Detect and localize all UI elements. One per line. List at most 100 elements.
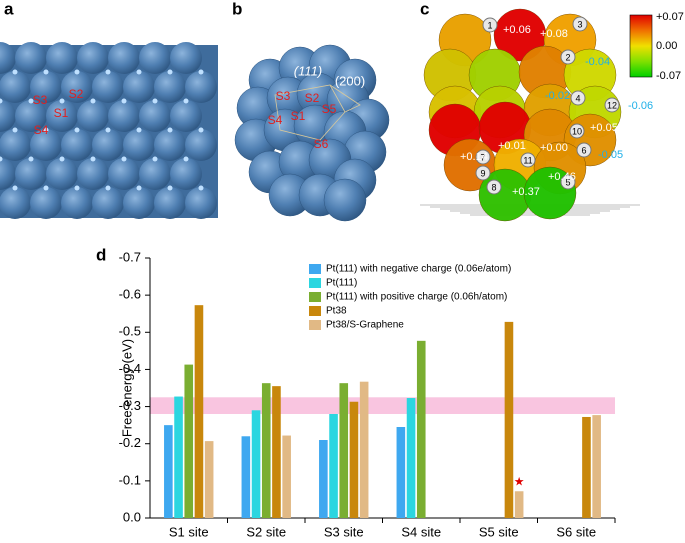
atom bbox=[154, 129, 186, 161]
panel-label: c bbox=[420, 0, 429, 18]
site-label: S1 bbox=[291, 109, 306, 123]
atom-charge: -0.05 bbox=[598, 149, 623, 161]
atom-id: 5 bbox=[565, 177, 570, 187]
atom-id: 10 bbox=[572, 126, 582, 136]
panel-label: a bbox=[4, 0, 14, 18]
atom-charge: -0.04 bbox=[585, 56, 610, 68]
atom bbox=[123, 71, 155, 103]
hollow-site bbox=[167, 127, 173, 133]
y-tick-label: -0.4 bbox=[119, 361, 141, 376]
y-tick-label: -0.5 bbox=[119, 324, 141, 339]
atom bbox=[185, 129, 217, 161]
atom-marker bbox=[482, 17, 498, 33]
bar bbox=[406, 398, 416, 518]
hollow-site bbox=[74, 185, 80, 191]
hollow-site bbox=[198, 185, 204, 191]
hollow-site bbox=[121, 156, 127, 162]
hollow-site bbox=[183, 98, 189, 104]
hollow-site bbox=[12, 69, 18, 75]
bar bbox=[416, 340, 426, 518]
bar bbox=[349, 401, 359, 518]
panel-c-cluster: 1 +0.062 -0.043+0.084-0.025+0.466 -0.057+0.… bbox=[420, 8, 684, 222]
hollow-site bbox=[121, 98, 127, 104]
site-label: S4 bbox=[268, 113, 283, 127]
panel-label: d bbox=[96, 245, 106, 264]
atom bbox=[0, 100, 16, 132]
atom-charge: +0.08 bbox=[540, 28, 568, 40]
atom-id: 12 bbox=[607, 100, 617, 110]
x-tick-label: S6 site bbox=[556, 524, 596, 538]
bar bbox=[184, 364, 194, 518]
atom bbox=[154, 71, 186, 103]
facet-label: (200) bbox=[335, 73, 365, 88]
atom bbox=[0, 187, 31, 219]
atom bbox=[154, 187, 186, 219]
atom bbox=[108, 42, 140, 74]
facet-label: (111) bbox=[294, 63, 322, 78]
atom bbox=[61, 129, 93, 161]
colorbar-label: +0.07 bbox=[656, 11, 684, 23]
hollow-site bbox=[198, 69, 204, 75]
bar bbox=[592, 415, 601, 518]
atom bbox=[0, 42, 16, 74]
atom bbox=[170, 100, 202, 132]
atom-id: 2 bbox=[565, 52, 570, 62]
panel-b-cluster: (111) (200) S3 S2 S4 S1 S5 S6 bbox=[234, 44, 390, 222]
atom-id: 7 bbox=[480, 152, 485, 162]
bar bbox=[282, 435, 291, 518]
hollow-site bbox=[12, 185, 18, 191]
hollow-site bbox=[136, 127, 142, 133]
hollow-site bbox=[59, 156, 65, 162]
x-tick-label: S5 site bbox=[479, 524, 519, 538]
atom-id: 8 bbox=[491, 182, 496, 192]
atom bbox=[46, 158, 78, 190]
atom-charge: +0.06 bbox=[503, 24, 531, 36]
y-tick-label: -0.7 bbox=[119, 249, 141, 264]
hollow-site bbox=[105, 185, 111, 191]
bar bbox=[174, 396, 183, 518]
atom-id: 4 bbox=[575, 93, 580, 103]
panel-label: b bbox=[232, 0, 242, 18]
atom-marker bbox=[570, 90, 586, 106]
hollow-site bbox=[28, 156, 34, 162]
atom-charge: +0.01 bbox=[498, 140, 526, 152]
site-label: S3 bbox=[33, 93, 48, 107]
legend-swatch bbox=[309, 264, 321, 274]
colorbar-label: 0.00 bbox=[656, 40, 677, 52]
atom bbox=[139, 42, 171, 74]
atom bbox=[139, 158, 171, 190]
hollow-site bbox=[74, 69, 80, 75]
hollow-site bbox=[28, 98, 34, 104]
atom-marker bbox=[604, 97, 620, 113]
atom-id: 1 bbox=[487, 20, 492, 30]
bar bbox=[241, 436, 251, 518]
atom-charge: -0.06 bbox=[628, 100, 653, 112]
chart-d: 0.0 -0.1 -0.2 -0.3 -0.4 -0.5 -0.6 -0.7 Free ener… bbox=[119, 249, 616, 539]
atom bbox=[77, 42, 109, 74]
atom-charge: +0.37 bbox=[512, 186, 540, 198]
hollow-site bbox=[43, 185, 49, 191]
atom-marker bbox=[520, 152, 536, 168]
atom bbox=[0, 129, 31, 161]
x-tick-label: S3 site bbox=[324, 524, 364, 538]
atom-id: 6 bbox=[581, 145, 586, 155]
hollow-site bbox=[152, 156, 158, 162]
facet-outline bbox=[274, 84, 361, 141]
atom bbox=[46, 100, 78, 132]
bar bbox=[272, 386, 281, 518]
atom bbox=[123, 187, 155, 219]
legend-label: Pt38/S-Graphene bbox=[326, 320, 404, 331]
bar bbox=[396, 427, 406, 518]
atom bbox=[61, 71, 93, 103]
bar bbox=[504, 321, 514, 518]
atom-id: 3 bbox=[577, 19, 582, 29]
atom bbox=[30, 187, 62, 219]
legend-label: Pt(111) bbox=[326, 278, 357, 289]
bar bbox=[514, 491, 524, 518]
bar bbox=[194, 305, 204, 518]
hollow-site bbox=[183, 156, 189, 162]
atom bbox=[323, 178, 367, 222]
site-label: S3 bbox=[276, 89, 291, 103]
atom bbox=[61, 187, 93, 219]
